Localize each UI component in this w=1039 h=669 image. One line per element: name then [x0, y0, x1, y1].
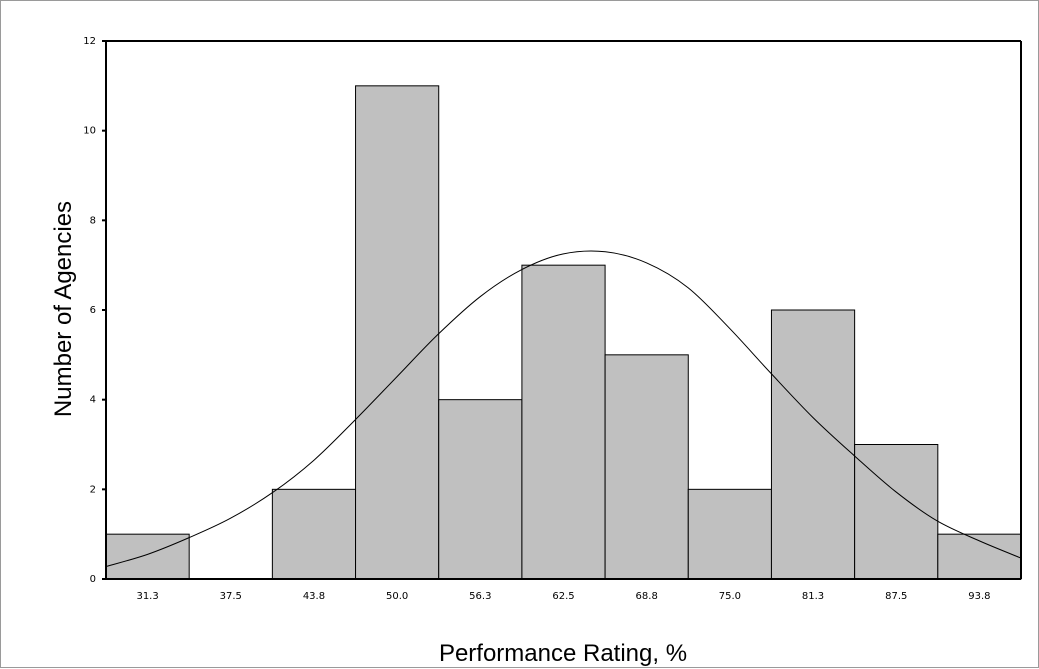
histogram-bar [687, 488, 772, 580]
histogram-bar [271, 488, 357, 580]
x-tick-label: 87.5 [885, 591, 907, 602]
y-tick-label: 0 [90, 574, 96, 585]
x-ticks-layer: 31.3 37.5 43.8 50.0 56.3 62.5 68.8 75.0 81.3 87.5… [136, 591, 990, 602]
y-axis-title: Number of Agencies [50, 201, 77, 417]
x-tick-label: 56.3 [469, 591, 491, 602]
histogram-bar [854, 444, 939, 580]
x-axis-title: Performance Rating, % [439, 640, 687, 667]
x-tick-label: 68.8 [636, 591, 658, 602]
x-tick-label: 50.0 [386, 591, 408, 602]
x-tick-label: 43.8 [303, 591, 325, 602]
histogram-bar [105, 533, 190, 580]
x-tick-label: 37.5 [220, 591, 242, 602]
histogram-bar [604, 354, 689, 580]
y-tick-label: 12 [83, 36, 96, 47]
x-tick-label: 31.3 [136, 591, 158, 602]
y-tick-label: 10 [83, 126, 96, 137]
histogram-bar [438, 399, 523, 580]
y-tick-label: 2 [90, 484, 96, 495]
x-tick-label: 62.5 [552, 591, 574, 602]
normal-curve [106, 250, 1021, 567]
y-tick-label: 8 [90, 215, 96, 226]
y-tick-label: 6 [90, 305, 96, 316]
histogram-bar [937, 533, 1022, 580]
x-tick-label: 81.3 [802, 591, 824, 602]
y-ticks-layer: 0 2 4 6 8 10 12 [83, 36, 106, 585]
histogram-bar [355, 85, 440, 580]
histogram-bar [770, 309, 856, 580]
x-tick-label: 75.0 [719, 591, 741, 602]
histogram-bar [521, 264, 606, 580]
bars-layer [105, 85, 1022, 580]
x-tick-label: 93.8 [968, 591, 990, 602]
y-tick-label: 4 [90, 395, 96, 406]
